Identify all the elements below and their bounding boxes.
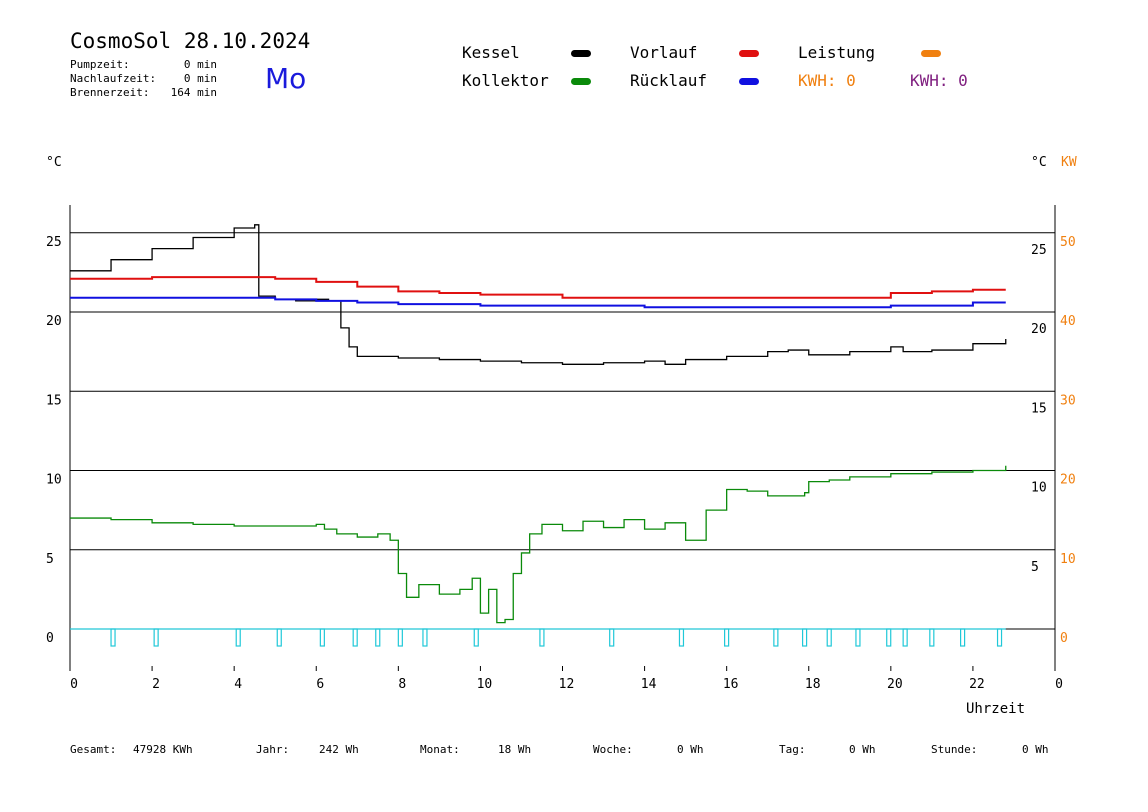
pump-event-3 (276, 628, 282, 647)
footer-monat-label: Monat: (420, 743, 460, 756)
x-tick-12: 0 (1055, 677, 1063, 692)
left-tick-25: 25 (46, 235, 62, 250)
stat-brennerzeit-value: 164 min (170, 86, 217, 99)
legend-ruecklauf-swatch (739, 78, 759, 85)
footer-stunde-label: Stunde: (931, 743, 978, 756)
legend-leistung-swatch (921, 50, 941, 57)
kw-tick-40: 40 (1060, 314, 1076, 329)
app-title: CosmoSol 28.10.2024 (70, 29, 310, 53)
footer-gesamt-label: Gesamt: (70, 743, 117, 756)
x-tick-0: 0 (70, 677, 78, 692)
pump-event-1 (153, 628, 159, 647)
kw-tick-0: 0 (1060, 631, 1068, 646)
pump-event-9 (473, 628, 479, 647)
legend-kollektor-swatch (571, 78, 591, 85)
right-tick-25: 25 (1031, 243, 1047, 258)
footer-stunde-value: 0 Wh (1022, 743, 1049, 756)
footer-jahr-value: 242 Wh (319, 743, 359, 756)
footer-monat-value: 18 Wh (498, 743, 532, 756)
footer-jahr-label: Jahr: (256, 743, 290, 756)
pump-event-2 (235, 628, 241, 647)
stat-nachlaufzeit-label: Nachlaufzeit: (70, 72, 157, 85)
kw-tick-30: 30 (1060, 393, 1076, 408)
series-line-kollektor (70, 465, 1007, 624)
pump-event-5 (352, 628, 358, 647)
pump-event-11 (609, 628, 615, 647)
stat-brennerzeit-label: Brennerzeit: (70, 86, 150, 99)
pump-event-4 (319, 628, 325, 647)
stat-pumpzeit-value: 0 min (183, 58, 217, 71)
left-tick-5: 5 (46, 552, 54, 567)
series-line-kessel (70, 224, 1007, 365)
legend-kollektor-label: Kollektor (462, 71, 549, 90)
pump-event-18 (886, 628, 892, 647)
pump-event-20 (929, 628, 935, 647)
legend-kwh-orange: KWH: 0 (798, 71, 856, 90)
pump-event-14 (773, 628, 779, 647)
stat-pumpzeit-label: Pumpzeit: (70, 58, 130, 71)
right-tick-5: 5 (1031, 560, 1039, 575)
x-tick-2: 4 (234, 677, 242, 692)
footer-gesamt-value: 47928 KWh (133, 743, 193, 756)
x-tick-11: 22 (969, 677, 985, 692)
x-tick-3: 6 (316, 677, 324, 692)
right-axis-unit-kw: KW (1061, 155, 1077, 170)
app-name: CosmoSol (70, 29, 172, 53)
footer-woche-label: Woche: (593, 743, 633, 756)
stat-nachlaufzeit-value: 0 min (183, 72, 217, 85)
kw-tick-50: 50 (1060, 235, 1076, 250)
right-tick-20: 20 (1031, 322, 1047, 337)
x-tick-1: 2 (152, 677, 160, 692)
left-tick-0: 0 (46, 631, 54, 646)
pump-event-15 (801, 628, 808, 647)
chart-date: 28.10.2024 (183, 29, 311, 53)
pump-event-10 (539, 628, 545, 647)
footer-woche-value: 0 Wh (677, 743, 704, 756)
x-tick-9: 18 (805, 677, 821, 692)
legend-kwh-purple: KWH: 0 (910, 71, 968, 90)
legend-vorlauf-swatch (739, 50, 759, 57)
pump-event-22 (996, 628, 1003, 647)
pump-event-13 (724, 628, 730, 647)
right-axis-unit: °C (1031, 155, 1047, 170)
x-tick-10: 20 (887, 677, 903, 692)
legend-leistung-label: Leistung (798, 43, 876, 62)
pump-event-16 (826, 628, 832, 647)
pump-event-8 (422, 628, 428, 647)
footer-tag-value: 0 Wh (849, 743, 876, 756)
left-tick-15: 15 (46, 393, 62, 408)
pump-event-6 (375, 628, 381, 647)
left-tick-10: 10 (46, 473, 62, 488)
right-tick-10: 10 (1031, 481, 1047, 496)
x-tick-4: 8 (398, 677, 406, 692)
x-tick-6: 12 (559, 677, 575, 692)
footer-tag-label: Tag: (779, 743, 806, 756)
x-tick-7: 14 (641, 677, 657, 692)
series-line-vorlauf (70, 276, 1006, 299)
x-tick-8: 16 (723, 677, 739, 692)
kw-tick-10: 10 (1060, 552, 1076, 567)
right-tick-15: 15 (1031, 401, 1047, 416)
pump-event-0 (110, 628, 116, 647)
left-tick-20: 20 (46, 314, 62, 329)
pump-event-21 (960, 628, 966, 647)
legend-ruecklauf-label: Rücklauf (630, 71, 708, 90)
x-tick-5: 10 (477, 677, 493, 692)
left-axis-unit: °C (46, 155, 62, 170)
legend-kessel-label: Kessel (462, 43, 520, 62)
weekday-label: Mo (265, 62, 307, 95)
kw-tick-20: 20 (1060, 473, 1076, 488)
pump-event-12 (678, 628, 685, 647)
pump-event-7 (397, 628, 403, 647)
x-axis-label: Uhrzeit (966, 701, 1026, 717)
legend-kessel-swatch (571, 50, 591, 57)
pump-event-19 (902, 628, 908, 647)
pump-event-17 (855, 628, 861, 647)
series-line-ruecklauf (70, 296, 1006, 309)
legend-vorlauf-label: Vorlauf (630, 43, 698, 62)
